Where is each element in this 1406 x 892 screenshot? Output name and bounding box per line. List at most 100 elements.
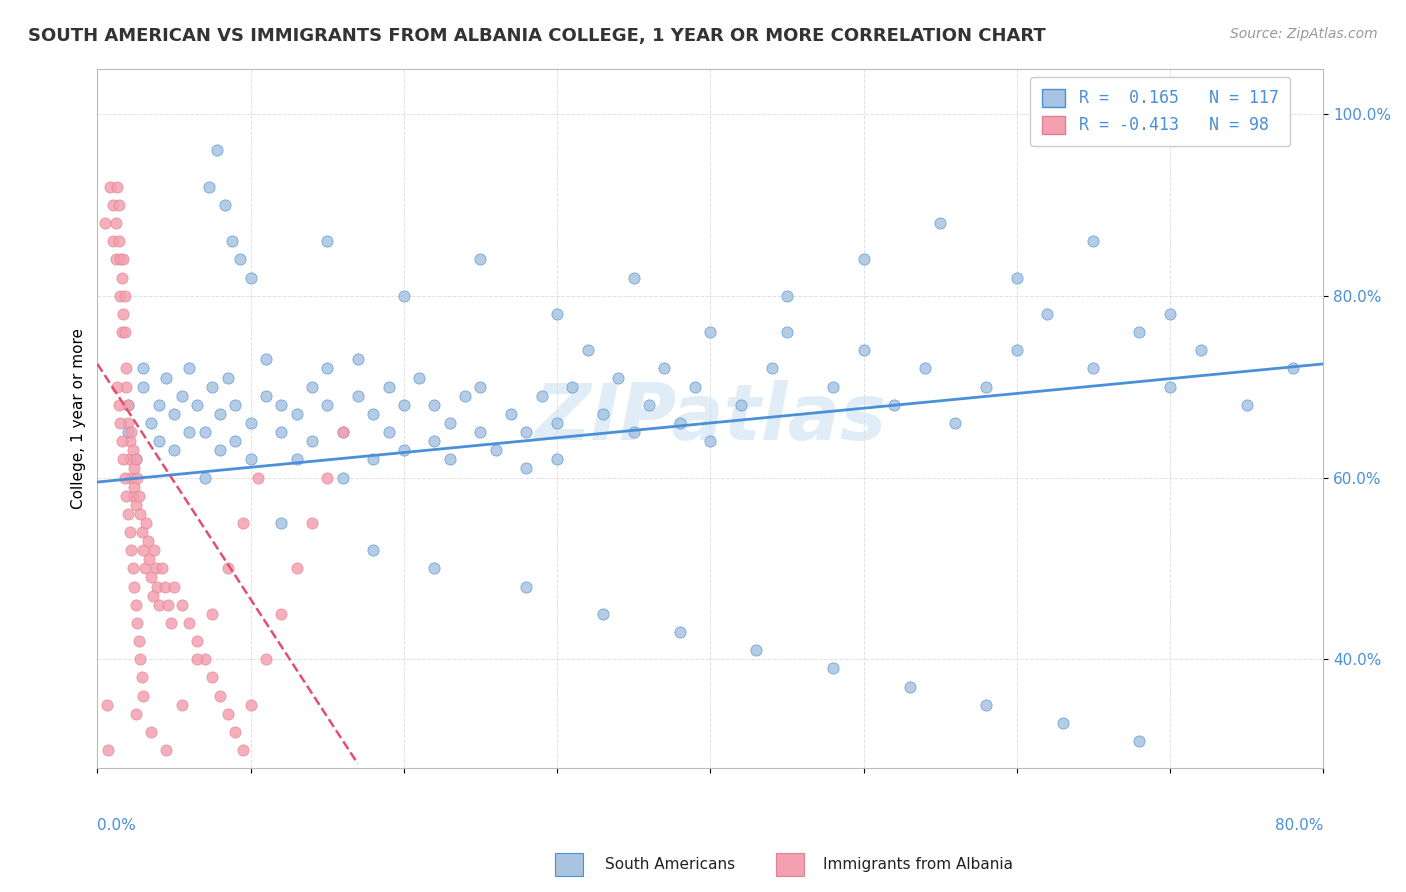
Point <box>104 216 127 230</box>
Point <box>821 661 844 675</box>
Point <box>1281 361 1303 376</box>
Point <box>96 698 118 712</box>
Point <box>155 743 177 757</box>
Point <box>105 379 128 393</box>
Point <box>316 361 339 376</box>
Text: Immigrants from Albania: Immigrants from Albania <box>823 857 1012 872</box>
Point <box>1083 234 1105 248</box>
Point <box>1005 343 1028 358</box>
Point <box>217 370 239 384</box>
Point <box>285 452 308 467</box>
Point <box>470 379 492 393</box>
Point <box>107 198 129 212</box>
Point <box>217 561 239 575</box>
Point <box>205 144 228 158</box>
Point <box>132 361 155 376</box>
Point <box>201 670 224 684</box>
Point <box>423 434 446 449</box>
Point <box>470 252 492 267</box>
Point <box>1036 307 1059 321</box>
Point <box>186 398 208 412</box>
Point <box>104 252 127 267</box>
Point <box>239 270 262 285</box>
Point <box>208 407 231 421</box>
Point <box>214 198 236 212</box>
Point <box>201 607 224 621</box>
Point <box>115 489 138 503</box>
Point <box>546 307 568 321</box>
Point <box>117 425 139 439</box>
Point <box>145 561 167 575</box>
Point <box>1159 379 1181 393</box>
Point <box>530 389 553 403</box>
Point <box>148 434 170 449</box>
Point <box>316 398 339 412</box>
Point <box>668 625 690 640</box>
Point <box>111 434 134 449</box>
Point <box>423 561 446 575</box>
Point <box>974 379 997 393</box>
Point <box>654 361 676 376</box>
Point <box>101 198 124 212</box>
Point <box>163 580 186 594</box>
Point <box>883 398 905 412</box>
Point <box>699 325 721 339</box>
Point <box>301 379 323 393</box>
Point <box>118 434 141 449</box>
Point <box>111 325 134 339</box>
Point <box>127 615 149 630</box>
Text: 80.0%: 80.0% <box>1275 818 1323 833</box>
Point <box>852 343 875 358</box>
Point <box>124 452 146 467</box>
Point <box>131 670 153 684</box>
Point <box>156 598 179 612</box>
Point <box>898 680 921 694</box>
Point <box>110 252 132 267</box>
Point <box>623 270 645 285</box>
Point <box>607 370 630 384</box>
Point <box>115 379 138 393</box>
Point <box>127 470 149 484</box>
Point <box>97 743 120 757</box>
Point <box>285 407 308 421</box>
Point <box>623 425 645 439</box>
Point <box>118 524 141 539</box>
Point <box>270 607 292 621</box>
Point <box>129 507 152 521</box>
Point <box>776 289 799 303</box>
Point <box>121 443 143 458</box>
Point <box>377 425 399 439</box>
Point <box>170 389 193 403</box>
Point <box>128 634 150 648</box>
Point <box>316 470 339 484</box>
Point <box>124 706 146 721</box>
Point <box>247 470 270 484</box>
Point <box>1159 307 1181 321</box>
Point <box>332 425 354 439</box>
Point <box>120 543 142 558</box>
Point <box>239 698 262 712</box>
Point <box>229 252 252 267</box>
Text: Source: ZipAtlas.com: Source: ZipAtlas.com <box>1230 27 1378 41</box>
Point <box>141 589 163 603</box>
Point <box>561 379 583 393</box>
Point <box>101 234 124 248</box>
Point <box>270 398 292 412</box>
Point <box>221 234 243 248</box>
Point <box>139 570 162 584</box>
Point <box>638 398 661 412</box>
Point <box>392 398 415 412</box>
Point <box>439 452 461 467</box>
Point <box>198 179 221 194</box>
Point <box>224 434 246 449</box>
Point <box>515 580 537 594</box>
Point <box>186 652 208 666</box>
Point <box>454 389 477 403</box>
Point <box>852 252 875 267</box>
Point <box>668 416 690 430</box>
Point <box>914 361 936 376</box>
Point <box>94 216 117 230</box>
Point <box>170 698 193 712</box>
Point <box>232 516 254 530</box>
Point <box>776 325 799 339</box>
